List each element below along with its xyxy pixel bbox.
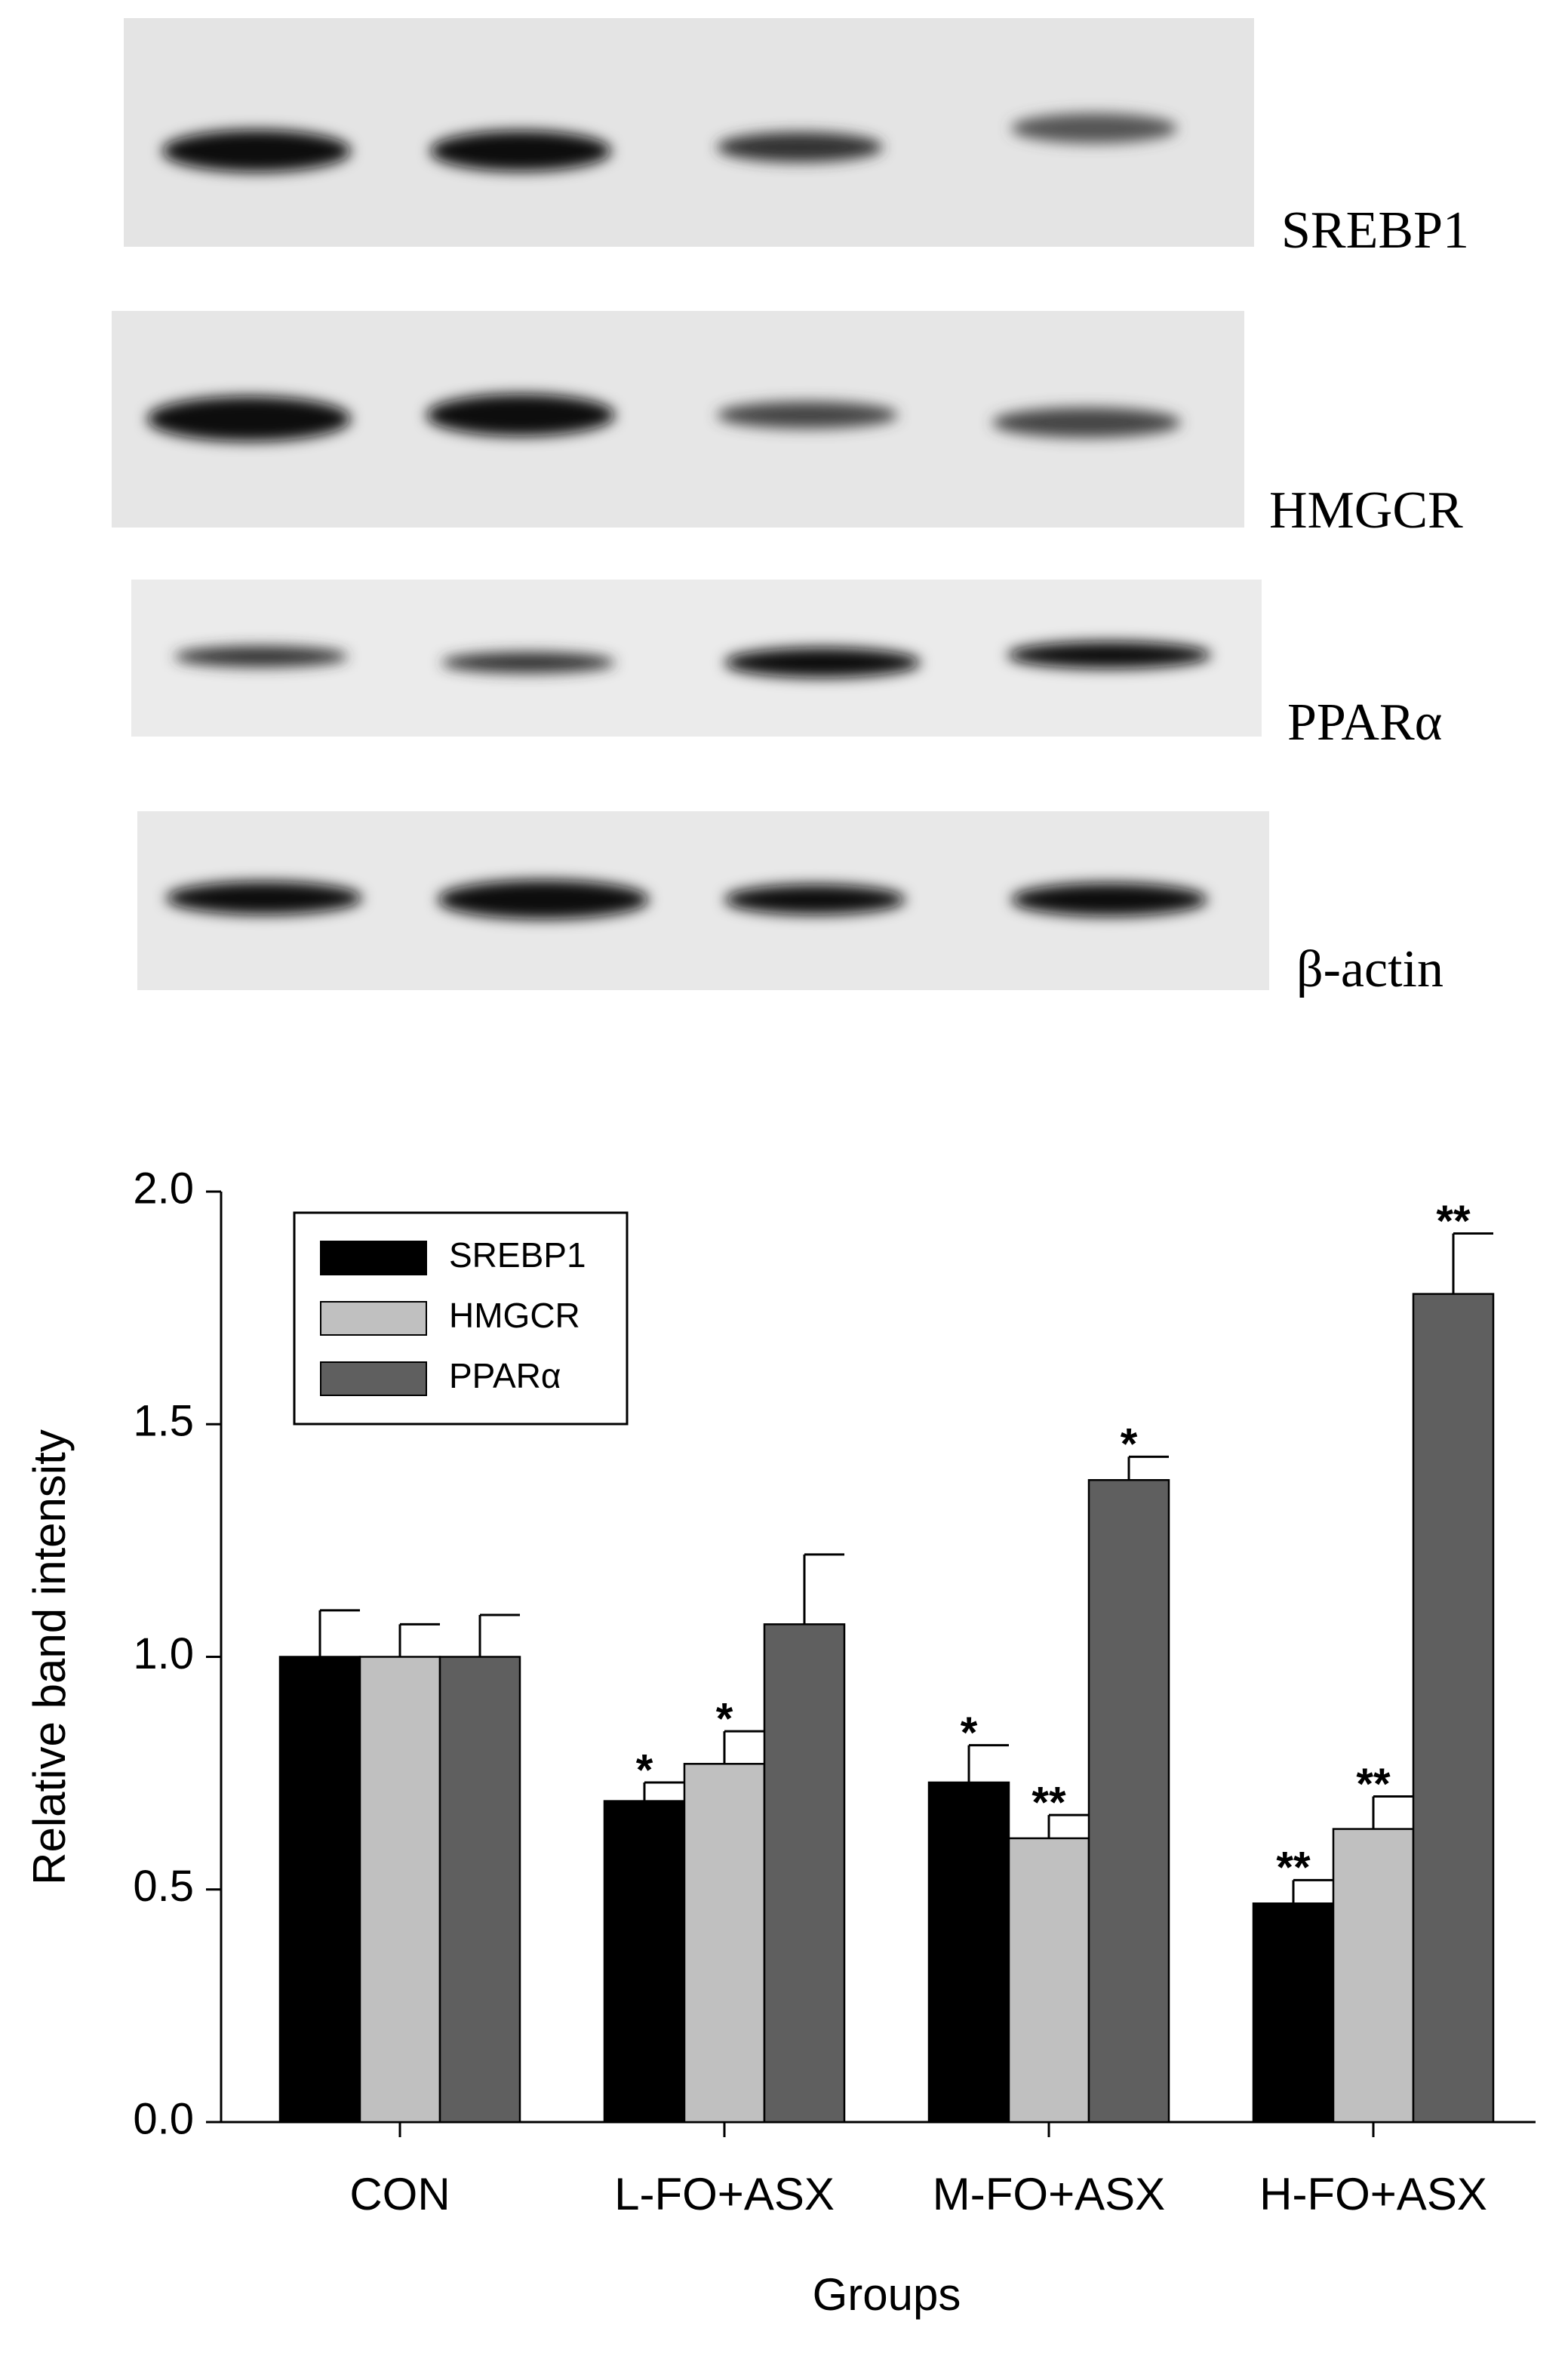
significance-label: ** xyxy=(1276,1844,1311,1893)
y-tick-label: 0.0 xyxy=(133,2094,194,2143)
significance-label: * xyxy=(636,1746,653,1795)
blot-label: HMGCR xyxy=(1269,481,1463,540)
x-tick-label: CON xyxy=(349,2169,450,2219)
legend-swatch xyxy=(320,1361,427,1396)
blot-label: SREBP1 xyxy=(1281,201,1469,260)
bar xyxy=(1332,1828,1415,2124)
legend-label: SREBP1 xyxy=(449,1235,586,1275)
significance-label: * xyxy=(961,1709,978,1758)
legend-swatch xyxy=(320,1241,427,1275)
significance-label: * xyxy=(1121,1420,1138,1469)
bar xyxy=(763,1623,846,2124)
x-tick-label: M-FO+ASX xyxy=(933,2169,1165,2219)
significance-label: ** xyxy=(1356,1760,1391,1809)
bar xyxy=(683,1763,766,2124)
y-axis-title: Relative band intensity xyxy=(24,1429,75,1885)
bar xyxy=(1007,1837,1090,2124)
blot-label: β-actin xyxy=(1296,940,1443,998)
significance-label: ** xyxy=(1031,1778,1066,1827)
x-axis-title: Groups xyxy=(813,2269,961,2320)
y-tick-label: 0.5 xyxy=(133,1862,194,1911)
y-tick-label: 1.5 xyxy=(133,1397,194,1446)
bar xyxy=(438,1656,521,2124)
x-tick-label: H-FO+ASX xyxy=(1259,2169,1487,2219)
bar xyxy=(1087,1478,1170,2124)
bands xyxy=(147,113,1211,919)
y-tick-label: 1.0 xyxy=(133,1629,194,1678)
legend-label: PPARα xyxy=(449,1356,561,1395)
blot-label: PPARα xyxy=(1287,694,1442,752)
bar xyxy=(603,1800,686,2124)
bar xyxy=(358,1656,441,2124)
legend-swatch xyxy=(320,1301,427,1336)
x-tick-label: L-FO+ASX xyxy=(614,2169,835,2219)
legend-label: HMGCR xyxy=(449,1296,580,1335)
bar xyxy=(1412,1293,1495,2124)
significance-label: * xyxy=(716,1694,733,1743)
bar-chart: Relative band intensity Groups 0.0 0.5 1.0… xyxy=(24,1164,1536,2320)
bar xyxy=(1252,1902,1335,2124)
bar xyxy=(278,1656,361,2124)
y-tick-label: 2.0 xyxy=(133,1164,194,1213)
significance-label: ** xyxy=(1436,1197,1471,1246)
blot-panels: SREBP1 HMGCR PPARα β-actin xyxy=(112,18,1469,998)
bar xyxy=(927,1781,1010,2124)
